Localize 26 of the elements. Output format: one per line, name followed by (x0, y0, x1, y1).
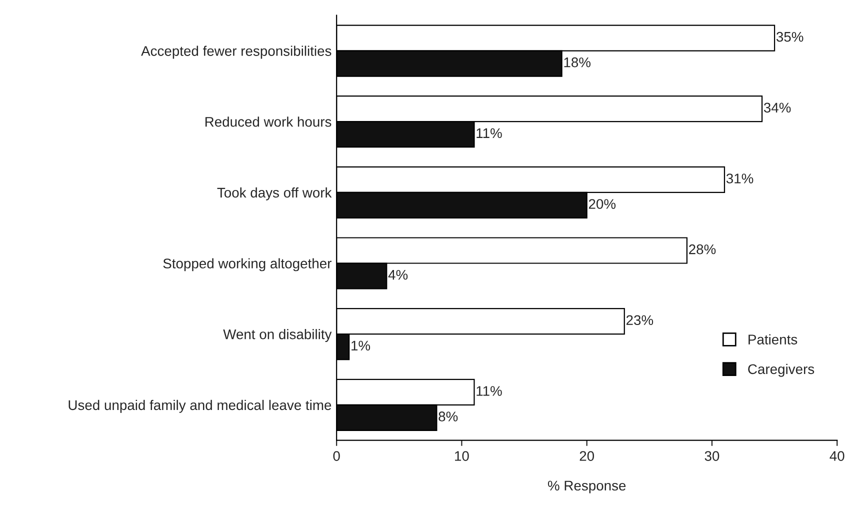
x-tick-label: 0 (333, 451, 340, 461)
x-tick-label: 40 (830, 451, 844, 461)
legend-label: Patients (748, 334, 798, 344)
x-tick-label: 20 (580, 451, 594, 461)
data-label: 18% (564, 57, 591, 68)
x-axis-title: % Response (548, 480, 626, 494)
legend-label: Caregivers (748, 364, 814, 377)
y-tick-label: Stopped working altogether (163, 258, 332, 272)
data-label: 20% (588, 199, 616, 209)
data-label: 31% (726, 174, 754, 184)
data-label: 11% (476, 386, 502, 396)
data-label: 11% (476, 128, 502, 138)
data-label: 23% (626, 315, 654, 326)
y-tick-label: Went on disability (223, 329, 332, 342)
x-tick-label: 30 (704, 451, 720, 461)
data-label: 4% (388, 270, 408, 280)
y-tick-label: Accepted fewer responsibilities (141, 46, 332, 59)
y-tick-label: Used unpaid family and medical leave time (68, 400, 332, 413)
data-label: 34% (764, 102, 791, 113)
data-label: 8% (438, 412, 458, 422)
x-tick-label: 10 (455, 451, 469, 461)
data-label: 28% (689, 244, 716, 254)
y-tick-label: Reduced work hours (205, 116, 332, 127)
data-label: 35% (776, 32, 804, 42)
y-tick-label: Took days off work (217, 187, 332, 200)
data-label: 1% (352, 340, 370, 351)
